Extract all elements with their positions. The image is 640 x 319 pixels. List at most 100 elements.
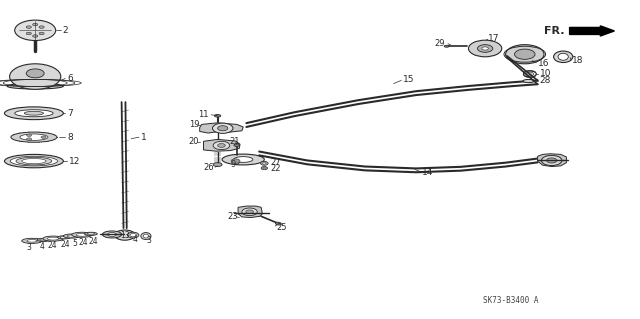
Text: 14: 14 xyxy=(422,168,434,177)
Ellipse shape xyxy=(554,51,573,63)
Text: 17: 17 xyxy=(488,34,500,43)
Text: 20: 20 xyxy=(189,137,199,146)
Ellipse shape xyxy=(261,167,268,170)
Text: 3: 3 xyxy=(146,236,151,245)
Text: 12: 12 xyxy=(69,157,81,166)
Ellipse shape xyxy=(72,232,92,237)
Circle shape xyxy=(27,134,31,137)
Circle shape xyxy=(468,40,502,57)
Circle shape xyxy=(212,123,233,133)
Ellipse shape xyxy=(37,238,50,241)
Ellipse shape xyxy=(108,233,116,236)
Ellipse shape xyxy=(15,110,53,117)
Ellipse shape xyxy=(263,167,266,169)
Ellipse shape xyxy=(130,234,136,237)
Ellipse shape xyxy=(47,237,59,240)
Circle shape xyxy=(231,159,240,163)
Ellipse shape xyxy=(234,157,253,162)
Circle shape xyxy=(506,45,544,64)
Text: 24: 24 xyxy=(78,238,88,247)
Ellipse shape xyxy=(213,163,222,167)
Circle shape xyxy=(515,49,535,59)
Circle shape xyxy=(33,35,38,37)
Text: 4: 4 xyxy=(132,235,138,244)
Ellipse shape xyxy=(63,234,80,238)
Polygon shape xyxy=(538,154,566,167)
Text: 21: 21 xyxy=(229,137,239,146)
Text: 8: 8 xyxy=(67,133,73,142)
Text: 26: 26 xyxy=(204,163,214,172)
Text: 4: 4 xyxy=(40,242,45,251)
Text: 24: 24 xyxy=(47,241,57,250)
Circle shape xyxy=(218,126,228,131)
Text: 3: 3 xyxy=(27,243,32,252)
Ellipse shape xyxy=(16,157,52,165)
Circle shape xyxy=(541,155,562,166)
Ellipse shape xyxy=(40,239,47,241)
Circle shape xyxy=(33,23,38,26)
Ellipse shape xyxy=(143,234,148,238)
Ellipse shape xyxy=(222,154,264,165)
Circle shape xyxy=(26,138,31,140)
Circle shape xyxy=(26,32,31,35)
Ellipse shape xyxy=(76,234,88,236)
Text: 27: 27 xyxy=(270,158,281,167)
Circle shape xyxy=(246,210,253,214)
Circle shape xyxy=(213,141,230,150)
Ellipse shape xyxy=(10,156,58,166)
Text: 11: 11 xyxy=(198,110,209,119)
Text: 9: 9 xyxy=(230,160,236,169)
Ellipse shape xyxy=(87,233,95,235)
Circle shape xyxy=(41,136,46,138)
Circle shape xyxy=(218,144,225,147)
Circle shape xyxy=(526,72,534,76)
Ellipse shape xyxy=(234,144,240,146)
Circle shape xyxy=(39,32,44,35)
Ellipse shape xyxy=(20,134,48,140)
Ellipse shape xyxy=(262,163,266,164)
Text: 16: 16 xyxy=(538,59,549,68)
Ellipse shape xyxy=(27,240,37,242)
Polygon shape xyxy=(200,123,243,133)
Text: 5: 5 xyxy=(72,239,77,248)
Ellipse shape xyxy=(444,45,449,47)
Circle shape xyxy=(26,69,44,78)
Ellipse shape xyxy=(58,236,70,239)
Text: 1: 1 xyxy=(141,133,147,142)
Ellipse shape xyxy=(60,236,68,238)
Ellipse shape xyxy=(84,232,97,235)
Text: 19: 19 xyxy=(189,120,199,129)
Text: 2: 2 xyxy=(63,26,68,35)
Ellipse shape xyxy=(260,161,268,165)
Ellipse shape xyxy=(214,115,221,117)
Ellipse shape xyxy=(67,235,76,237)
Ellipse shape xyxy=(558,53,568,60)
Ellipse shape xyxy=(22,238,42,243)
Text: 28: 28 xyxy=(540,76,551,85)
Text: 6: 6 xyxy=(67,74,73,83)
Circle shape xyxy=(10,64,61,89)
Ellipse shape xyxy=(11,132,57,142)
FancyArrow shape xyxy=(570,26,614,36)
Ellipse shape xyxy=(24,111,44,115)
Text: 22: 22 xyxy=(270,164,280,173)
Text: 15: 15 xyxy=(403,75,415,84)
Ellipse shape xyxy=(275,222,282,225)
Circle shape xyxy=(482,47,488,50)
Ellipse shape xyxy=(22,159,46,164)
Circle shape xyxy=(15,20,56,41)
Text: 13: 13 xyxy=(120,231,130,240)
Ellipse shape xyxy=(7,83,63,89)
Text: 23: 23 xyxy=(228,212,239,221)
Circle shape xyxy=(547,158,557,163)
Ellipse shape xyxy=(43,236,63,241)
Text: 24: 24 xyxy=(61,240,70,249)
Polygon shape xyxy=(204,139,240,151)
Ellipse shape xyxy=(4,154,63,168)
Text: 10: 10 xyxy=(540,69,551,78)
Ellipse shape xyxy=(141,233,151,240)
Ellipse shape xyxy=(523,79,534,83)
Ellipse shape xyxy=(127,232,139,238)
Polygon shape xyxy=(238,206,262,218)
Circle shape xyxy=(39,26,44,28)
